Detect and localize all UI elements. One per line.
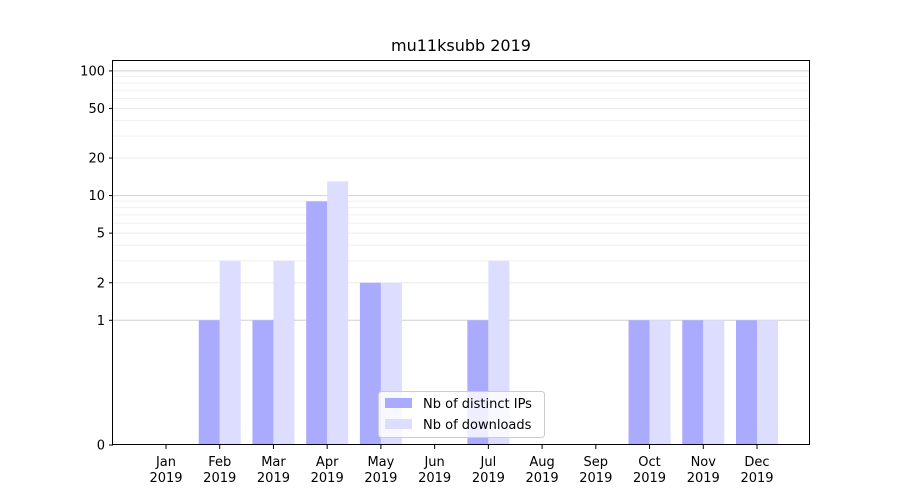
bar-distinct-ips-apr [306, 201, 328, 445]
x-tick-label-year: 2019 [526, 471, 559, 486]
bar-downloads-feb [219, 260, 241, 445]
y-tick-label: 5 [97, 227, 105, 242]
x-tick-label-month: May [367, 455, 394, 470]
x-tick-label-month: Jan [155, 455, 176, 470]
bar-distinct-ips-dec [736, 320, 757, 445]
bar-distinct-ips-oct [628, 320, 650, 445]
legend-swatch-downloads [385, 419, 412, 429]
bar-downloads-apr [327, 181, 349, 445]
x-tick-label-month: Oct [638, 455, 660, 470]
x-tick-label-year: 2019 [579, 471, 612, 486]
chart-title: mu11ksubb 2019 [391, 36, 531, 55]
legend-label-distinct-ips: Nb of distinct IPs [423, 397, 532, 412]
legend-swatch-distinct-ips [385, 398, 412, 408]
y-tick-label: 10 [88, 189, 105, 204]
y-tick-label: 20 [88, 152, 105, 167]
plot-area-frame [112, 60, 810, 445]
x-tick-label-month: Aug [529, 455, 554, 470]
x-tick-label-year: 2019 [472, 471, 505, 486]
bar-downloads-oct [649, 320, 671, 445]
legend-box [378, 391, 545, 438]
x-tick-label-year: 2019 [633, 471, 666, 486]
bar-distinct-ips-feb [198, 320, 220, 445]
bar-distinct-ips-nov [682, 320, 704, 445]
x-tick-label-year: 2019 [687, 471, 720, 486]
bar-distinct-ips-may [359, 282, 381, 445]
x-tick-label-year: 2019 [257, 471, 290, 486]
y-tick-label: 100 [80, 64, 105, 79]
legend: Nb of distinct IPs Nb of downloads [378, 391, 545, 438]
y-tick-label: 0 [97, 439, 105, 454]
x-tick-label-year: 2019 [203, 471, 236, 486]
y-tick-label: 2 [97, 276, 105, 291]
x-tick-label-year: 2019 [418, 471, 451, 486]
x-tick-label-month: Jun [423, 455, 444, 470]
x-tick-label-year: 2019 [740, 471, 773, 486]
gridlines [113, 70, 810, 321]
x-tick-label-month: Dec [744, 455, 769, 470]
x-tick-label-month: Jul [480, 455, 497, 470]
bar-downloads-nov [703, 320, 725, 445]
x-tick-label-year: 2019 [364, 471, 397, 486]
x-tick-label-year: 2019 [311, 471, 344, 486]
x-tick-label-month: Sep [584, 455, 609, 470]
x-tick-label-month: Nov [691, 455, 717, 470]
x-tick-label-month: Mar [261, 455, 286, 470]
bar-downloads-mar [273, 260, 295, 445]
y-tick-label: 50 [88, 102, 105, 117]
legend-label-downloads: Nb of downloads [423, 418, 532, 433]
x-tick-label-month: Feb [208, 455, 231, 470]
x-tick-label-year: 2019 [149, 471, 182, 486]
bar-downloads-dec [757, 320, 778, 445]
y-axis-ticks: 0 1 2 5 10 20 50 100 [80, 64, 113, 454]
y-tick-label: 1 [97, 314, 105, 329]
x-tick-label-month: Apr [316, 455, 339, 470]
x-axis-ticks: Jan2019Feb2019Mar2019Apr2019May2019Jun20… [149, 445, 774, 486]
bar-distinct-ips-mar [252, 320, 274, 445]
